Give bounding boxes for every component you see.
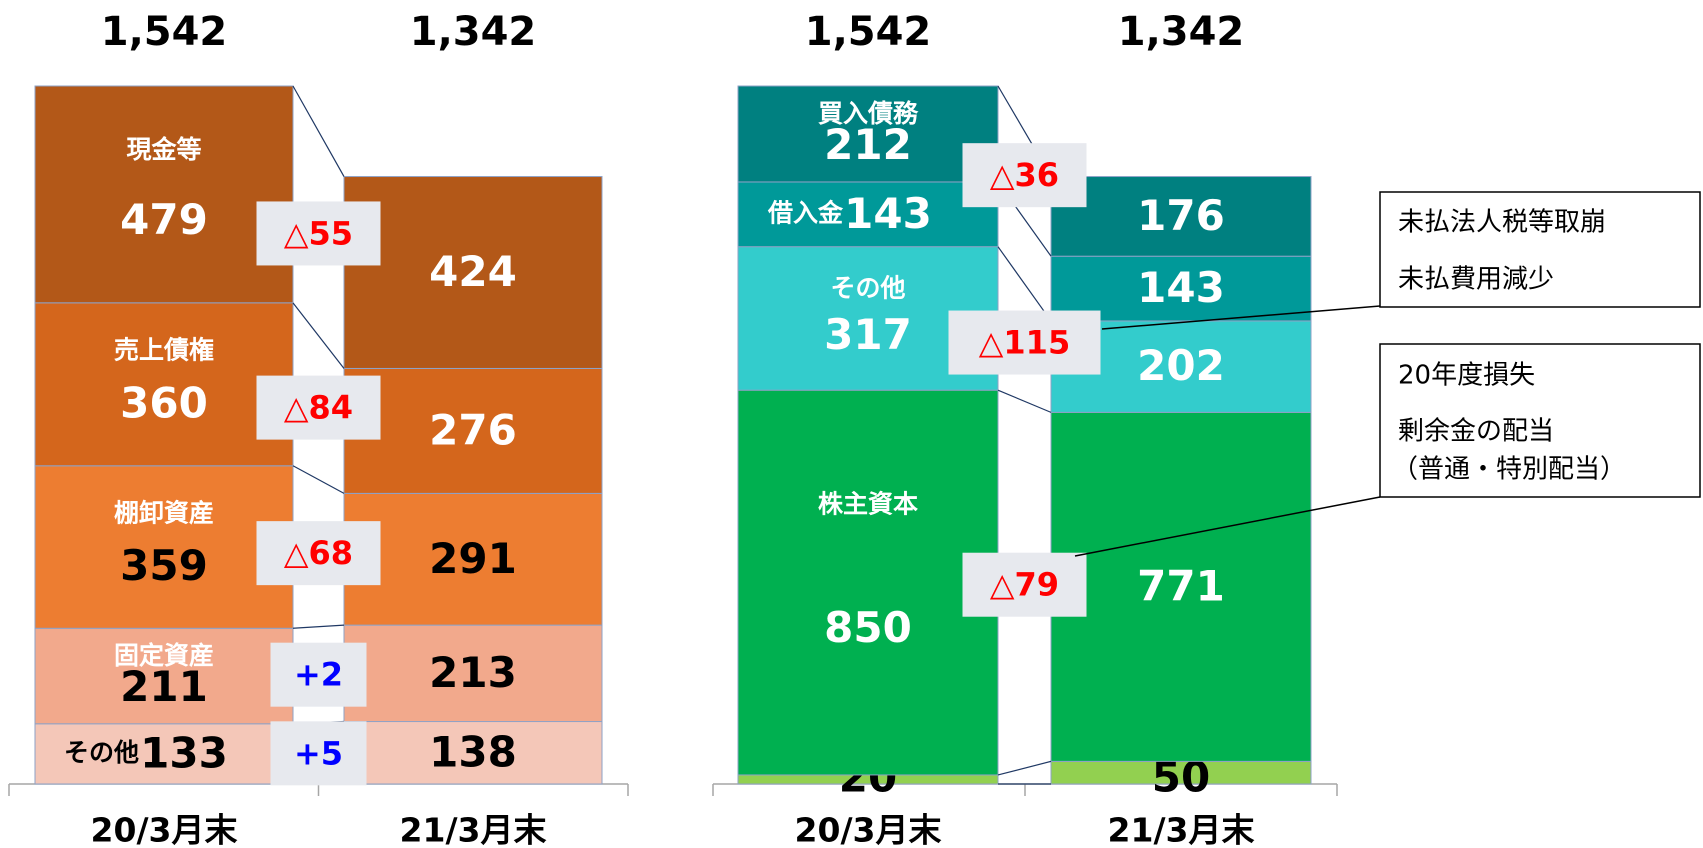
change-box <box>270 721 367 786</box>
x-tick-label: 21/3月末 <box>400 811 547 848</box>
segment-name: その他 <box>64 738 139 767</box>
change-box <box>962 552 1087 617</box>
segment-name: 買入債務 <box>818 99 919 128</box>
total-label: 1,542 <box>805 9 932 55</box>
change-label: +5 <box>294 734 343 772</box>
segment-name: 借入金 <box>767 198 844 227</box>
connector <box>292 302 345 369</box>
value-label: 143 <box>844 189 932 238</box>
change-label: +2 <box>294 656 343 694</box>
bar-segment <box>343 721 603 785</box>
x-tick-label: 20/3月末 <box>795 811 942 848</box>
change-box <box>948 310 1101 375</box>
segment-name: 現金等 <box>126 135 201 164</box>
change-label: △55 <box>284 214 353 252</box>
annotation-box <box>1379 343 1701 498</box>
value-label: 771 <box>1137 561 1225 610</box>
bar-segment <box>737 85 999 183</box>
bar-segment <box>34 302 294 467</box>
value-label: 176 <box>1137 191 1225 240</box>
change-label: △36 <box>990 156 1059 194</box>
change-label: △68 <box>284 534 353 572</box>
bar-segment <box>343 624 603 723</box>
annotation-text: 20年度損失 <box>1398 361 1535 391</box>
annotation-text: （普通・特別配当） <box>1392 455 1626 485</box>
value-label: 212 <box>824 120 912 169</box>
x-tick-label: 21/3月末 <box>1108 811 1255 848</box>
value-label: 317 <box>824 310 912 359</box>
annotation-box <box>1379 191 1701 308</box>
value-label: 211 <box>120 662 208 711</box>
segment-name: その他 <box>830 274 905 303</box>
connector <box>997 760 1052 776</box>
change-box <box>256 375 381 440</box>
change-label: △115 <box>979 324 1070 362</box>
change-box <box>256 521 381 586</box>
bar-segment <box>34 723 294 785</box>
x-tick-label: 20/3月末 <box>91 811 238 848</box>
total-label: 1,542 <box>101 9 228 55</box>
bar-segment <box>1050 255 1312 322</box>
value-label: 359 <box>120 541 208 590</box>
segment-name: 売上債権 <box>114 336 214 365</box>
connector <box>997 389 1052 413</box>
change-box <box>270 642 367 707</box>
change-label: △79 <box>990 566 1059 604</box>
value-label: 202 <box>1137 341 1225 390</box>
segment-name: 棚卸資産 <box>114 499 214 528</box>
total-label: 1,342 <box>410 9 537 55</box>
bar-segment <box>737 181 999 248</box>
value-label: 424 <box>429 247 517 296</box>
value-label: 138 <box>429 727 517 776</box>
bar-segment <box>34 465 294 629</box>
bar-segment <box>1050 411 1312 762</box>
change-box <box>962 143 1087 208</box>
annotation-text: 剰余金の配当 <box>1398 417 1554 447</box>
bar-segment <box>1050 176 1312 257</box>
annotation-text: 未払法人税等取崩 <box>1398 208 1606 238</box>
segment-name: 固定資産 <box>114 641 214 670</box>
value-label: 291 <box>429 534 517 583</box>
total-label: 1,342 <box>1118 9 1245 55</box>
value-label: 850 <box>824 603 912 652</box>
annotation-line <box>1074 496 1381 557</box>
bar-segment <box>737 389 999 776</box>
connector <box>292 624 345 629</box>
value-label: 133 <box>140 728 228 777</box>
bar-segment <box>343 367 603 494</box>
connector <box>292 85 345 177</box>
value-label: 479 <box>120 195 208 244</box>
value-label: 276 <box>429 405 517 454</box>
value-label: 213 <box>429 648 517 697</box>
bar-segment <box>34 627 294 725</box>
change-box <box>256 201 381 266</box>
bar-segment <box>343 492 603 626</box>
bar-segment <box>343 176 603 369</box>
connector <box>292 465 345 494</box>
annotation-line <box>1101 305 1381 330</box>
segment-name: 株主資本 <box>818 490 918 519</box>
bar-segment <box>34 85 294 304</box>
value-label: 360 <box>120 378 208 427</box>
annotation-text: 未払費用減少 <box>1398 265 1554 295</box>
value-label: 143 <box>1137 263 1225 312</box>
connector <box>997 246 1052 322</box>
change-label: △84 <box>284 389 353 427</box>
